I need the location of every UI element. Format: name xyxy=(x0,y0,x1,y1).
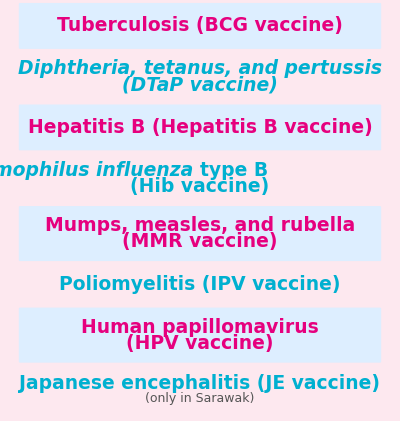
Text: (only in Sarawak): (only in Sarawak) xyxy=(145,392,255,405)
Text: Tuberculosis (BCG vaccine): Tuberculosis (BCG vaccine) xyxy=(57,16,343,35)
FancyBboxPatch shape xyxy=(19,206,381,261)
FancyBboxPatch shape xyxy=(19,308,381,363)
Text: (Hib vaccine): (Hib vaccine) xyxy=(130,177,270,196)
Text: type B: type B xyxy=(200,161,268,180)
Text: (DTaP vaccine): (DTaP vaccine) xyxy=(122,75,278,94)
FancyBboxPatch shape xyxy=(19,104,381,150)
FancyBboxPatch shape xyxy=(19,151,381,206)
Text: Diphtheria, tetanus, and pertussis: Diphtheria, tetanus, and pertussis xyxy=(18,59,382,78)
Text: Poliomyelitis (IPV vaccine): Poliomyelitis (IPV vaccine) xyxy=(59,275,341,294)
Text: Japanese encephalitis (JE vaccine): Japanese encephalitis (JE vaccine) xyxy=(20,374,380,393)
Text: Haemophilus influenza: Haemophilus influenza xyxy=(0,161,200,180)
Text: Human papillomavirus: Human papillomavirus xyxy=(81,318,319,337)
FancyBboxPatch shape xyxy=(19,363,381,418)
FancyBboxPatch shape xyxy=(19,261,381,307)
Text: Mumps, measles, and rubella: Mumps, measles, and rubella xyxy=(45,216,355,235)
Text: Hepatitis B (Hepatitis B vaccine): Hepatitis B (Hepatitis B vaccine) xyxy=(28,118,372,137)
Text: (HPV vaccine): (HPV vaccine) xyxy=(126,333,274,352)
FancyBboxPatch shape xyxy=(19,49,381,104)
FancyBboxPatch shape xyxy=(19,3,381,49)
Text: (MMR vaccine): (MMR vaccine) xyxy=(122,232,278,251)
